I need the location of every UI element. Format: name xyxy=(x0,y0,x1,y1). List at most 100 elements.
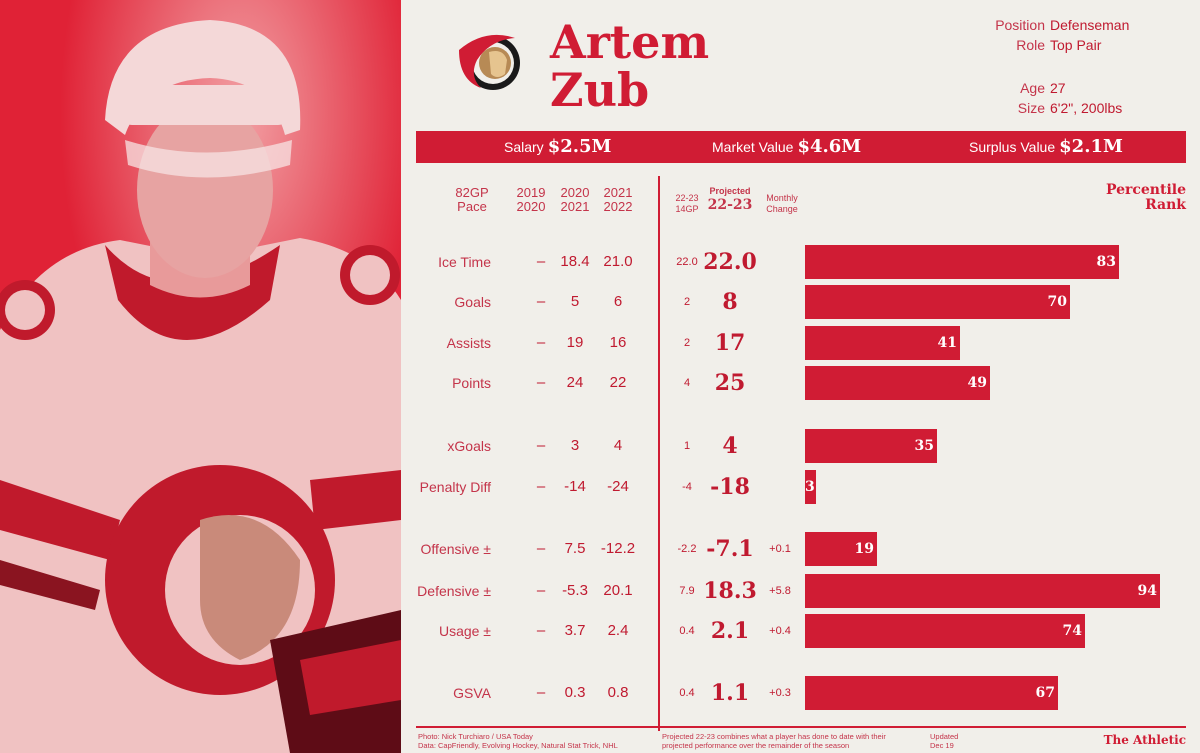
size-label: Size xyxy=(1017,100,1045,116)
value-2020-2021: 19 xyxy=(566,334,584,351)
value-monthly-change: +0.1 xyxy=(769,543,791,555)
age-info: Age 27 xyxy=(955,78,1066,98)
percentile-bar xyxy=(805,429,937,463)
value-monthly-change xyxy=(758,326,802,360)
table-row: Points – 24 22 4 25 49 xyxy=(0,366,1200,400)
player-photo xyxy=(0,0,401,753)
footer-divider xyxy=(416,726,1186,728)
value-2019-2020: – xyxy=(536,253,546,270)
footer-updated-label: Updated xyxy=(930,732,959,741)
value-current-14gp: 1 xyxy=(683,440,691,452)
value-2019-2020: – xyxy=(536,622,546,639)
value-2020-2021: 0.3 xyxy=(564,684,586,701)
percentile-value-label: 70 xyxy=(1047,294,1067,310)
row-label: Penalty Diff xyxy=(419,479,491,495)
value-projected: 8 xyxy=(722,289,738,315)
percentile-value-label: 3 xyxy=(805,479,815,495)
value-projected: 4 xyxy=(722,433,738,459)
header-projected-line1: Projected xyxy=(709,186,751,196)
value-2019-2020: – xyxy=(536,293,546,310)
salary-bar: Salary $2.5M Market Value $4.6M Surplus Va… xyxy=(416,131,1186,163)
footer-note: Projected 22-23 combines what a player h… xyxy=(662,732,886,750)
header-season1-line2: 2020 xyxy=(516,199,546,214)
size-value: 6'2", 200lbs xyxy=(1050,100,1123,116)
value-current-14gp: 0.4 xyxy=(679,687,695,699)
value-monthly-change xyxy=(758,429,802,463)
player-last-name: Zub xyxy=(550,63,650,117)
table-row: Assists – 19 16 2 17 41 xyxy=(0,326,1200,360)
value-2021-2022: 0.8 xyxy=(607,684,629,701)
table-row: Goals – 5 6 2 8 70 xyxy=(0,285,1200,319)
value-current-14gp: -2.2 xyxy=(677,543,697,555)
table-row: xGoals – 3 4 1 4 35 xyxy=(0,429,1200,463)
percentile-bar xyxy=(805,366,990,400)
header-percentile-line1: Percentile xyxy=(1105,182,1186,198)
percentile-bar xyxy=(805,245,1119,279)
value-2020-2021: 7.5 xyxy=(564,540,586,557)
header-season3-line2: 2022 xyxy=(603,199,633,214)
header-percentile-rank: Percentile Rank xyxy=(1106,183,1186,213)
header-current-line2: 14GP xyxy=(675,204,699,214)
percentile-value-label: 35 xyxy=(914,438,934,454)
row-label: xGoals xyxy=(447,438,491,454)
team-logo xyxy=(455,30,525,96)
value-2021-2022: 4 xyxy=(613,437,623,454)
percentile-value-label: 83 xyxy=(1096,254,1116,270)
salary-label: Salary xyxy=(504,139,544,155)
header-current: 22-23 14GP xyxy=(672,193,702,215)
value-2021-2022: 20.1 xyxy=(603,582,633,599)
header-season-2019: 2019 2020 xyxy=(511,186,551,214)
header-season3-line1: 2021 xyxy=(603,185,633,200)
column-divider xyxy=(658,176,660,731)
value-2020-2021: 18.4 xyxy=(560,253,590,270)
table-row: Usage ± – 3.7 2.4 0.4 2.1 +0.4 74 xyxy=(0,614,1200,648)
percentile-value-label: 67 xyxy=(1035,685,1055,701)
value-current-14gp: 7.9 xyxy=(679,585,695,597)
header-season2-line1: 2020 xyxy=(560,185,590,200)
value-2020-2021: 3.7 xyxy=(564,622,586,639)
value-monthly-change xyxy=(758,470,802,504)
header-current-line1: 22-23 xyxy=(675,193,699,203)
percentile-value-label: 74 xyxy=(1062,623,1082,639)
value-current-14gp: -4 xyxy=(682,481,692,493)
row-label: Assists xyxy=(446,335,491,351)
header-pace-line2: Pace xyxy=(457,199,487,214)
row-label: Goals xyxy=(454,294,491,310)
value-2019-2020: – xyxy=(536,334,546,351)
surplus-value-label: Surplus Value xyxy=(969,139,1056,155)
value-current-14gp: 4 xyxy=(683,377,691,389)
footer-updated: Updated Dec 19 xyxy=(930,732,958,750)
header-monthly-line1: Monthly xyxy=(766,193,798,203)
value-monthly-change: +0.3 xyxy=(769,687,791,699)
percentile-bar xyxy=(805,532,877,566)
value-2020-2021: -14 xyxy=(564,478,586,495)
value-2020-2021: -5.3 xyxy=(562,582,588,599)
percentile-bar xyxy=(805,574,1160,608)
value-monthly-change: +0.4 xyxy=(769,625,791,637)
value-2020-2021: 3 xyxy=(570,437,580,454)
player-name: Artem Zub xyxy=(550,18,709,114)
value-monthly-change xyxy=(758,366,802,400)
header-season2-line2: 2021 xyxy=(560,199,590,214)
percentile-value-label: 94 xyxy=(1137,583,1157,599)
value-current-14gp: 22.0 xyxy=(676,256,698,268)
percentile-bar xyxy=(805,470,816,504)
value-2021-2022: 21.0 xyxy=(603,253,633,270)
value-monthly-change: +5.8 xyxy=(769,585,791,597)
role-value: Top Pair xyxy=(1050,37,1102,53)
footer-updated-date: Dec 19 xyxy=(930,741,954,750)
header-percentile-line2: Rank xyxy=(1145,197,1186,213)
surplus-value-item: Surplus Value $2.1M xyxy=(969,131,1123,163)
percentile-value-label: 49 xyxy=(967,375,987,391)
value-current-14gp: 2 xyxy=(683,337,691,349)
footer-photo-credit: Photo: Nick Turchiaro / USA Today xyxy=(418,732,533,741)
value-projected: -7.1 xyxy=(706,536,754,562)
value-2019-2020: – xyxy=(536,582,546,599)
footer-credits: Photo: Nick Turchiaro / USA Today Data: … xyxy=(418,732,618,750)
value-current-14gp: 2 xyxy=(683,296,691,308)
value-projected: 25 xyxy=(714,370,746,396)
footer-data-credit: Data: CapFriendly, Evolving Hockey, Natu… xyxy=(418,741,618,750)
market-value-label: Market Value xyxy=(712,139,794,155)
row-label: Offensive ± xyxy=(420,541,491,557)
brand-logo: The Athletic xyxy=(1103,733,1186,747)
